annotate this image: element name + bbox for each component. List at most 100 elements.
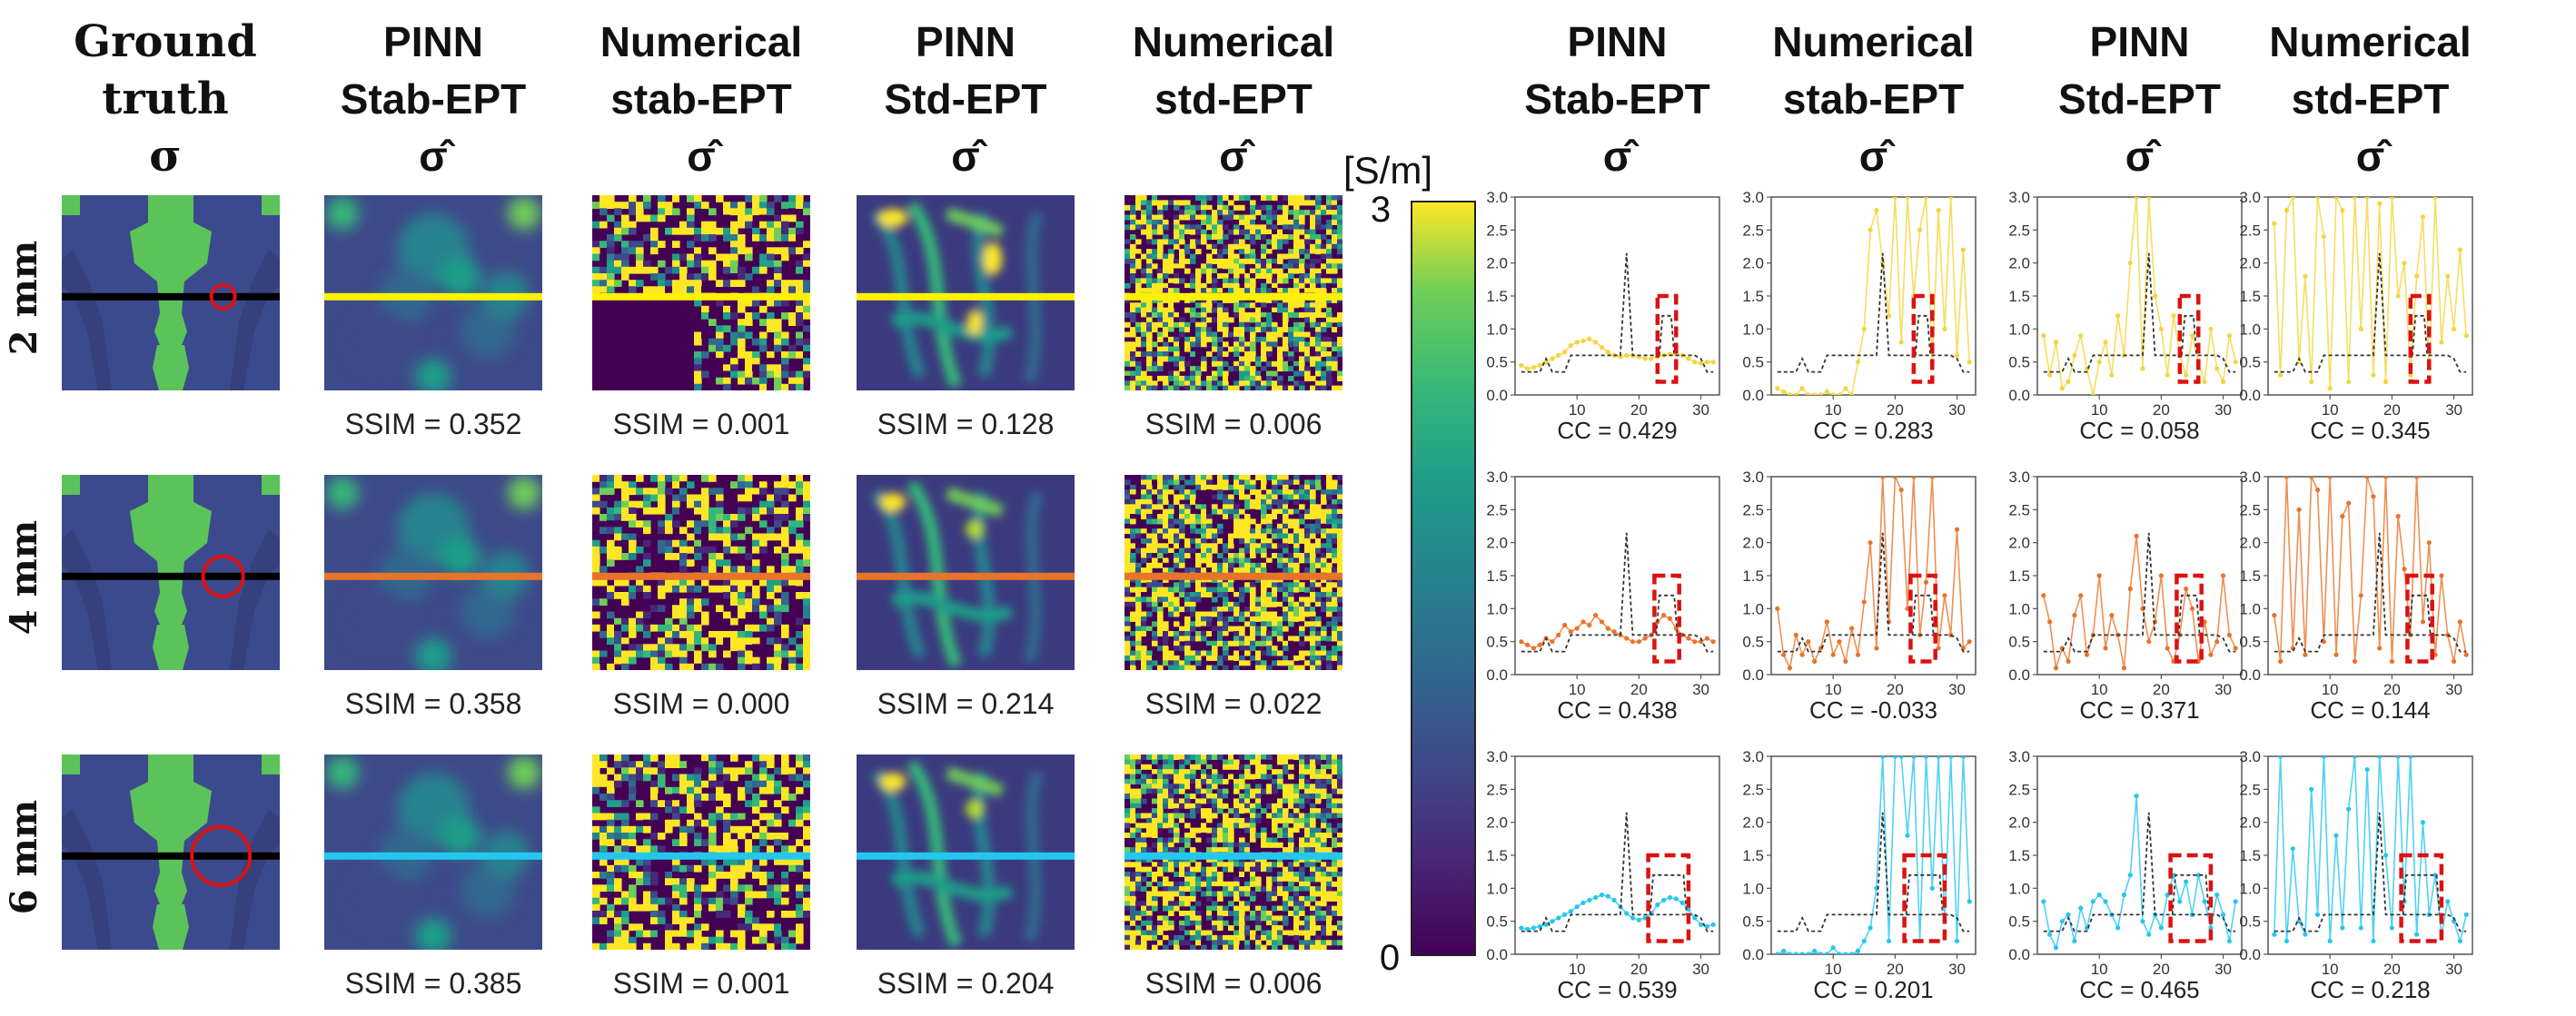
- estimate-point: [2420, 619, 2426, 625]
- estimate-point: [2333, 833, 2339, 838]
- estimate-point: [1824, 952, 1829, 954]
- x-tick-label: 20: [2383, 401, 2401, 419]
- y-tick-label: 0.5: [2008, 913, 2030, 931]
- estimate-point: [2364, 766, 2370, 773]
- estimate-point: [1868, 227, 1873, 232]
- y-tick-label: 2.0: [1486, 255, 1508, 272]
- estimate-point: [2346, 806, 2352, 812]
- estimate-point: [1787, 392, 1793, 395]
- estimate-point: [1605, 626, 1610, 631]
- gt-profile-line: [62, 852, 280, 860]
- profile-header-0-line2: σ̂: [1603, 133, 1640, 180]
- estimate-point: [1793, 952, 1798, 954]
- estimate-point: [1849, 392, 1855, 395]
- y-tick-label: 2.5: [2008, 501, 2030, 518]
- estimate-point: [2457, 247, 2462, 252]
- estimate-point: [1593, 894, 1599, 901]
- estimate-point: [2078, 333, 2084, 339]
- estimate-point: [2321, 234, 2326, 240]
- cc-label-r0-c2: CC = 0.058: [2079, 417, 2199, 444]
- estimate-point: [2377, 756, 2383, 759]
- profile-plot-r2-c0: 0.0 0.5 1.0 1.5 2.0 2.5 3.0 10 20 30 CC = 0.539: [1486, 748, 1720, 1003]
- profile-header-3-line0: Numerical: [2269, 18, 2471, 65]
- estimate-line: [1777, 197, 1970, 395]
- estimate-point: [1960, 756, 1966, 759]
- estimate-point: [2402, 567, 2407, 572]
- map-grid: SSIM = 0.352 SSIM = 0.001 SSIM = 0.128 SSIM…: [62, 195, 1342, 1000]
- estimate-point: [1698, 922, 1704, 927]
- y-tick-label: 0.5: [1742, 634, 1764, 651]
- estimate-point: [1531, 646, 1537, 651]
- estimate-point: [1954, 352, 1960, 358]
- estimate-point: [1868, 540, 1873, 546]
- estimate-point: [1929, 885, 1935, 891]
- estimate-point: [1686, 636, 1691, 641]
- y-tick-label: 3.0: [2008, 748, 2030, 765]
- estimate-point: [1618, 354, 1623, 360]
- x-tick-label: 20: [1887, 961, 1904, 978]
- y-tick-label: 2.5: [1486, 781, 1508, 798]
- x-tick-label: 20: [1887, 401, 1904, 419]
- estimate-point: [1849, 952, 1855, 954]
- estimate-point: [2177, 899, 2183, 904]
- gt-header-symbol: σ: [149, 131, 181, 182]
- std-map-hotspot-1: [880, 493, 906, 511]
- ssim-label-r1-c3: SSIM = 0.022: [1145, 687, 1323, 720]
- estimate-point: [1929, 477, 1935, 479]
- x-tick-label: 20: [2383, 961, 2401, 978]
- y-tick-label: 0.0: [1486, 666, 1508, 684]
- estimate-point: [2408, 756, 2413, 759]
- estimate-point: [1698, 360, 1704, 366]
- profile-header-1-line2: σ̂: [1859, 133, 1896, 180]
- estimate-point: [2208, 326, 2214, 331]
- y-tick-label: 2.0: [2239, 255, 2261, 272]
- estimate-point: [1799, 386, 1805, 391]
- estimate-point: [2327, 386, 2333, 391]
- x-tick-label: 30: [1948, 961, 1966, 978]
- y-tick-label: 2.5: [2008, 222, 2030, 239]
- roi-box: [1902, 853, 1947, 943]
- plot-series: [1775, 477, 1972, 671]
- estimate-point: [2233, 899, 2238, 904]
- estimate-point: [2445, 899, 2451, 904]
- estimate-point: [1593, 340, 1599, 345]
- estimate-point: [2389, 925, 2394, 931]
- estimate-point: [2078, 905, 2084, 911]
- roi-box: [2408, 293, 2432, 384]
- estimate-point: [1568, 909, 1573, 914]
- estimate-point: [1519, 925, 1524, 931]
- estimate-point: [2420, 820, 2426, 825]
- estimate-point: [2426, 540, 2432, 546]
- estimate-point: [2309, 379, 2314, 385]
- map-row0-col2: [857, 195, 1075, 390]
- std-map-hotspot-2: [966, 520, 984, 538]
- x-tick-label: 30: [2445, 961, 2462, 978]
- estimate-point: [2296, 919, 2302, 924]
- estimate-point: [2278, 756, 2284, 759]
- estimate-point: [2134, 533, 2139, 539]
- estimate-point: [1923, 197, 1929, 200]
- cc-label-r1-c0: CC = 0.438: [1557, 696, 1677, 724]
- std-map-hotspot-2: [966, 800, 984, 818]
- estimate-point: [2140, 366, 2145, 371]
- estimate-point: [2115, 925, 2121, 931]
- y-tick-label: 1.5: [1742, 288, 1764, 305]
- estimate-point: [1556, 915, 1561, 921]
- estimate-point: [1830, 945, 1836, 951]
- std-map-stroke-4: [945, 487, 1005, 518]
- estimate-point: [2340, 925, 2345, 931]
- x-tick-label: 20: [1887, 681, 1904, 698]
- map-row1-col0: [324, 475, 542, 670]
- estimate-point: [2059, 386, 2065, 391]
- estimate-point: [1679, 900, 1685, 905]
- y-tick-label: 0.5: [1742, 913, 1764, 931]
- estimate-point: [1812, 658, 1818, 665]
- map-header-0-line1: Stab-EPT: [341, 75, 526, 123]
- profile-plot-r2-c3: 0.0 0.5 1.0 1.5 2.0 2.5 3.0 10 20 30 CC = 0.218: [2239, 748, 2473, 1003]
- estimate-point: [2358, 593, 2363, 598]
- x-tick-label: 10: [1569, 681, 1586, 698]
- estimate-point: [2208, 652, 2214, 657]
- estimate-point: [2303, 273, 2308, 279]
- estimate-point: [1587, 336, 1592, 341]
- estimate-point: [2233, 360, 2238, 365]
